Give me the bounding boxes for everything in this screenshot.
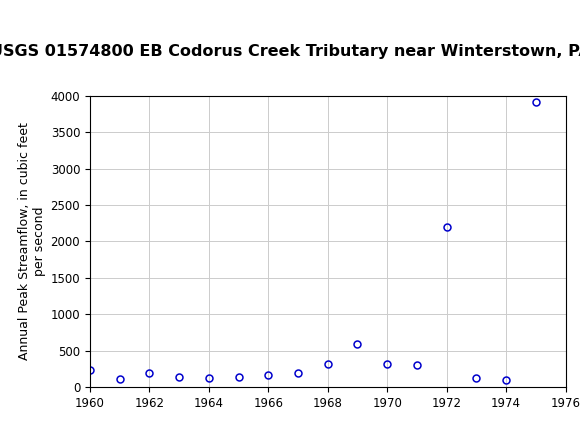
Y-axis label: Annual Peak Streamflow, in cubic feet
per second: Annual Peak Streamflow, in cubic feet pe… bbox=[19, 123, 46, 360]
Text: USGS: USGS bbox=[32, 10, 92, 30]
Text: USGS 01574800 EB Codorus Creek Tributary near Winterstown, PA: USGS 01574800 EB Codorus Creek Tributary… bbox=[0, 44, 580, 59]
Text: ☒: ☒ bbox=[7, 10, 27, 30]
